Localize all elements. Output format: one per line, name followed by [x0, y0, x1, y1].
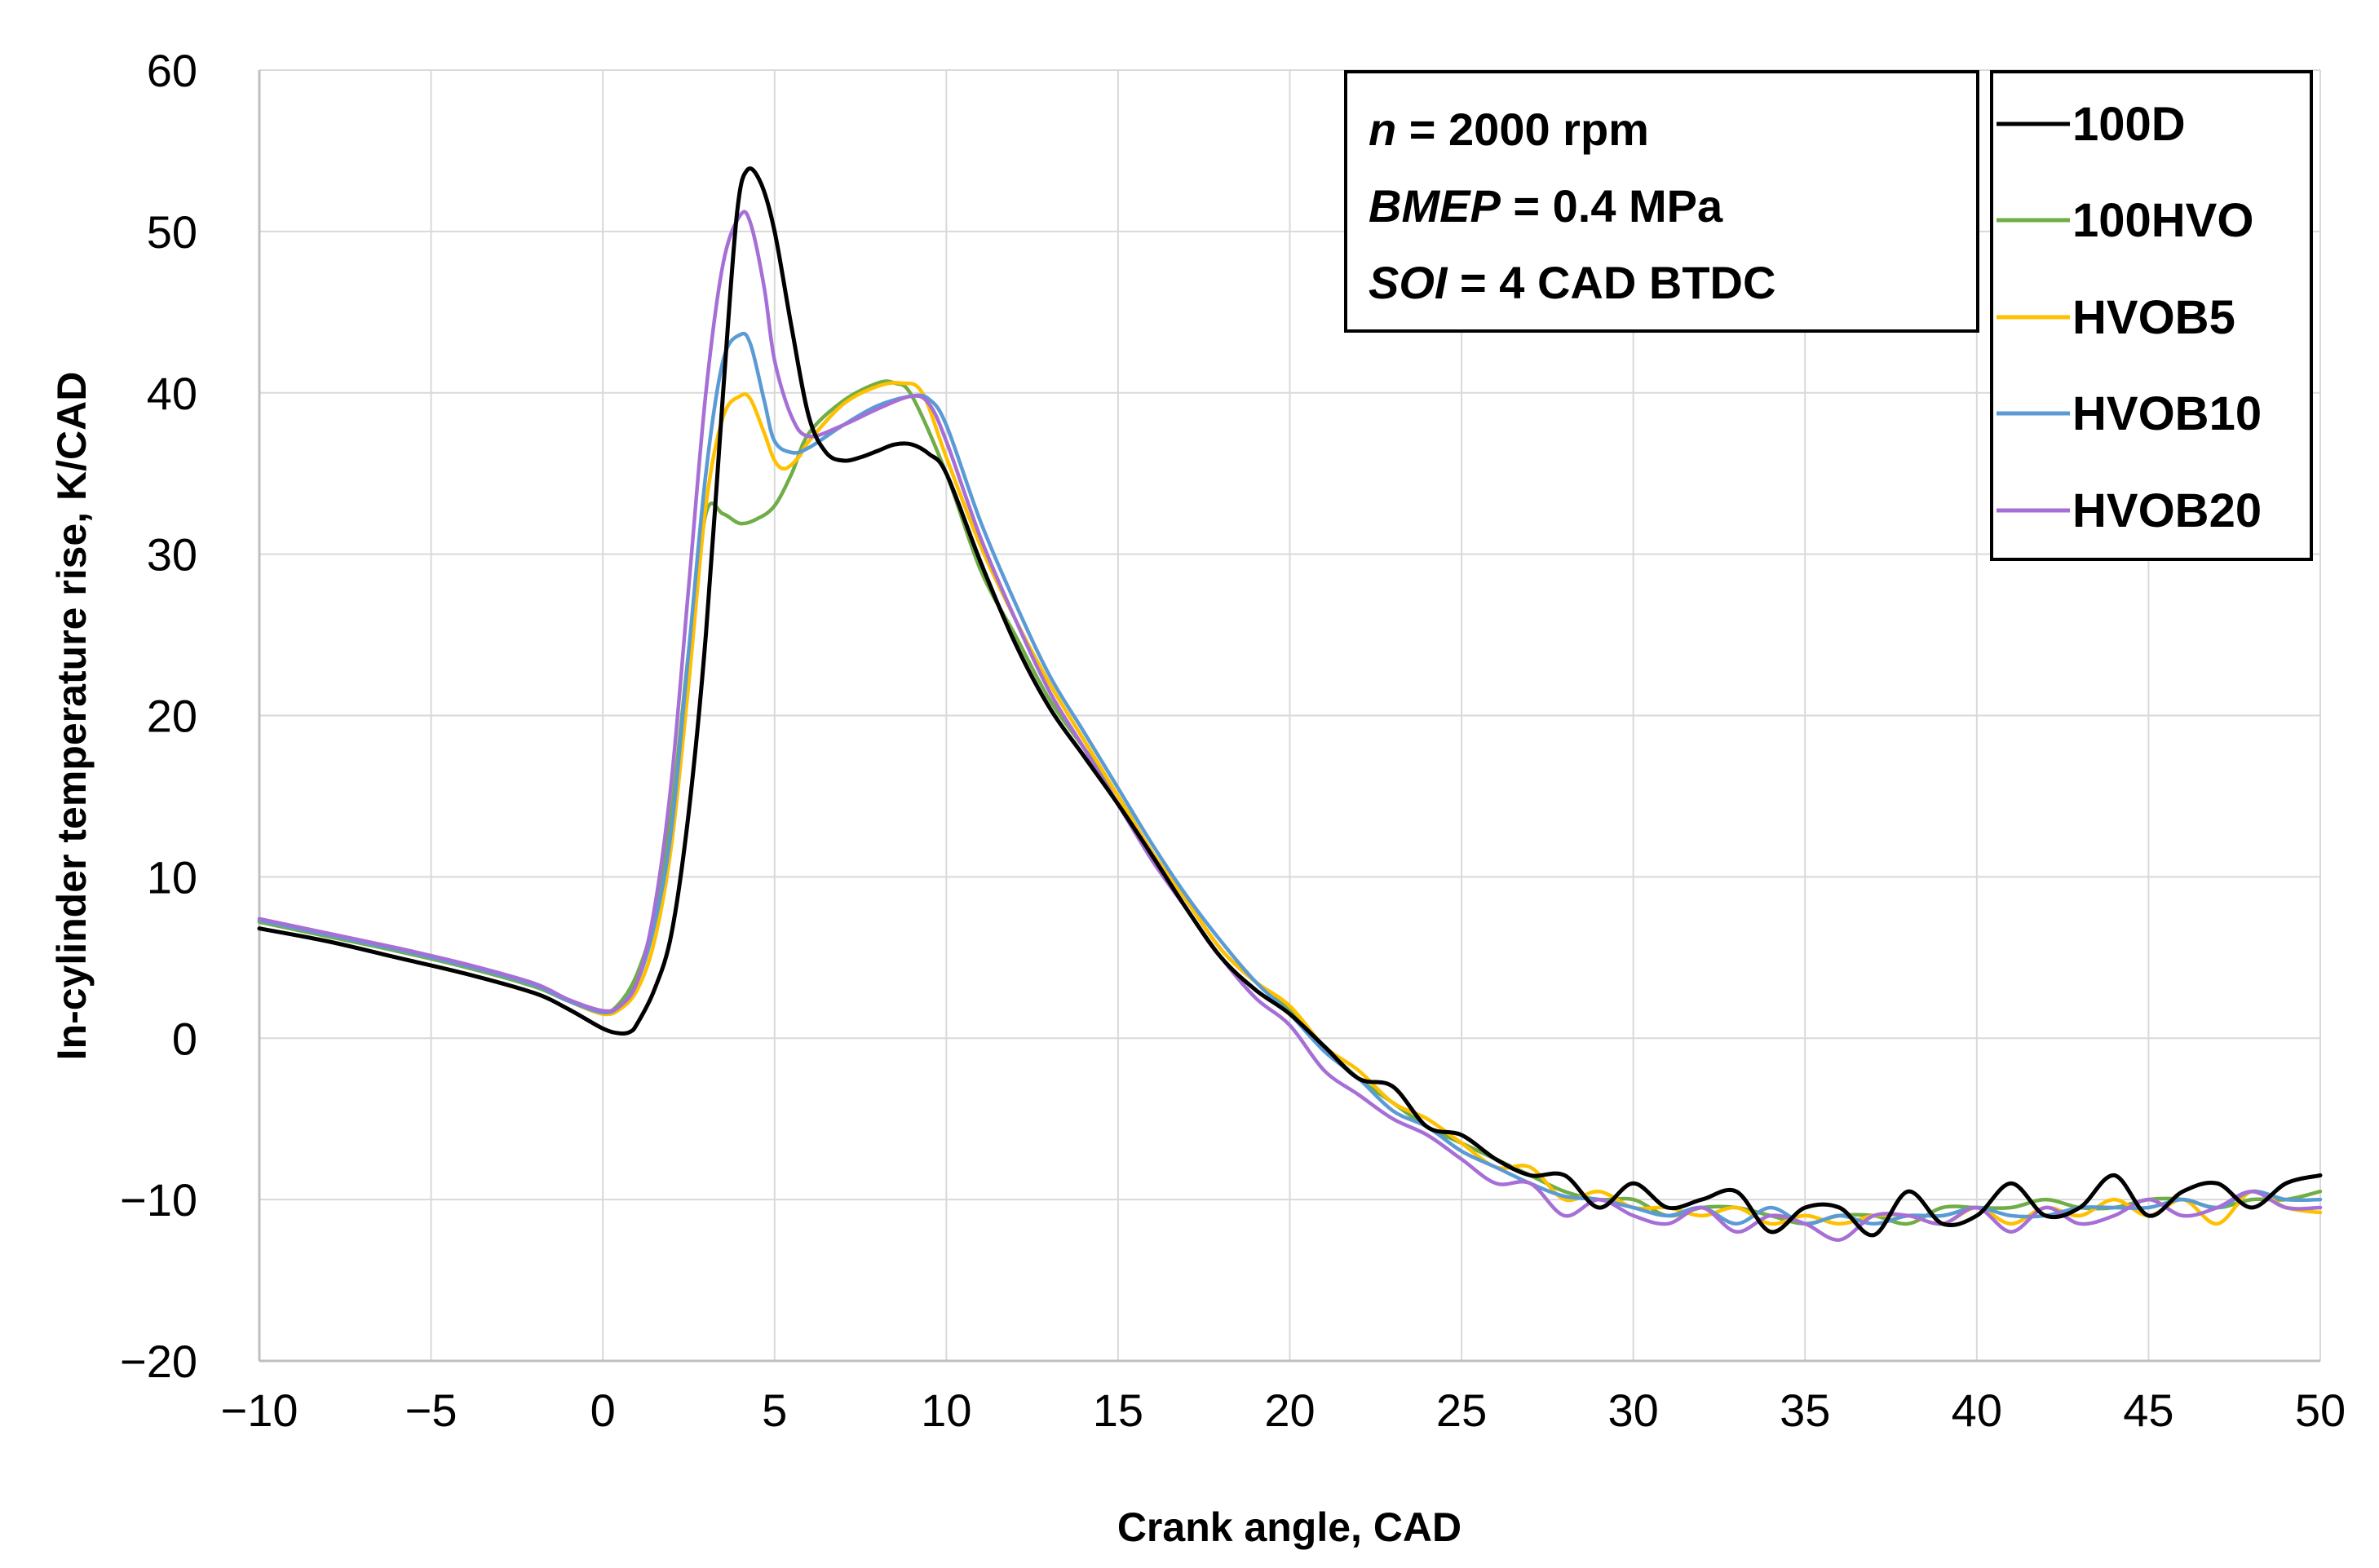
x-tick-label: 5 — [762, 1385, 787, 1436]
x-tick-label: 25 — [1436, 1385, 1487, 1436]
x-tick-label: 50 — [2295, 1385, 2346, 1436]
y-tick-label: 60 — [147, 45, 197, 96]
y-tick-label: 10 — [147, 851, 197, 903]
annotation-var-bmep: BMEP — [1369, 180, 1501, 232]
y-tick-labels: −20 −10 0 10 20 30 40 50 60 — [120, 45, 197, 1387]
x-tick-labels: −10 −5 0 5 10 15 20 25 30 35 40 45 50 — [221, 1385, 2346, 1436]
grid — [259, 69, 2321, 1361]
x-tick-label: 20 — [1264, 1385, 1315, 1436]
annotation-line-soi: SOI = 4 CAD BTDC — [1369, 257, 1775, 308]
legend-item-hvob20: HVOB20 — [1997, 484, 2262, 537]
x-tick-label: 45 — [2123, 1385, 2173, 1436]
y-tick-label: 30 — [147, 529, 197, 581]
annotation-frame — [1344, 70, 1979, 333]
legend: 100D 100HVO HVOB5 HVOB10 HVOB20 — [1990, 70, 2313, 561]
y-tick-label: 20 — [147, 691, 197, 742]
annotation-var-n: n — [1369, 104, 1396, 155]
series-line-100d — [257, 166, 2323, 1238]
legend-label-hvob20: HVOB20 — [2072, 484, 2262, 537]
x-tick-label: 0 — [590, 1385, 616, 1436]
x-tick-label: 40 — [1952, 1385, 2002, 1436]
x-tick-label: 15 — [1093, 1385, 1143, 1436]
axes — [258, 70, 2320, 1363]
x-tick-label: 30 — [1608, 1385, 1659, 1436]
legend-item-100hvo: 100HVO — [1997, 194, 2253, 247]
x-tick-label: −10 — [221, 1385, 298, 1436]
annotation-line-speed: n = 2000 rpm — [1369, 104, 1649, 155]
series-line-hvob10 — [257, 331, 2323, 1226]
legend-item-hvob5: HVOB5 — [1997, 291, 2235, 344]
legend-label-100hvo: 100HVO — [2072, 194, 2253, 247]
annotation-value-speed: = 2000 rpm — [1396, 104, 1649, 155]
x-tick-label: −5 — [405, 1385, 458, 1436]
y-tick-label: −20 — [120, 1336, 197, 1387]
y-tick-label: 50 — [147, 206, 197, 258]
x-axis-title: Crank angle, CAD — [1117, 1504, 1461, 1550]
y-tick-label: 0 — [172, 1013, 197, 1064]
legend-item-100d: 100D — [1997, 98, 2186, 151]
x-tick-label: 35 — [1780, 1385, 1830, 1436]
annotation-line-bmep: BMEP = 0.4 MPa — [1369, 180, 1723, 232]
legend-item-hvob10: HVOB10 — [1997, 387, 2262, 440]
annotation-value-soi: = 4 CAD BTDC — [1447, 257, 1775, 308]
annotation-var-soi: SOI — [1369, 257, 1448, 308]
legend-label-100d: 100D — [2072, 98, 2186, 151]
series-lines — [257, 166, 2323, 1242]
x-tick-label: 10 — [921, 1385, 971, 1436]
y-tick-label: 40 — [147, 368, 197, 419]
legend-label-hvob10: HVOB10 — [2072, 387, 2262, 440]
y-tick-label: −10 — [120, 1174, 197, 1226]
legend-label-hvob5: HVOB5 — [2072, 291, 2235, 344]
y-axis-title: In-cylinder temperature rise, K/CAD — [49, 372, 95, 1061]
annotation-box: n = 2000 rpm BMEP = 0.4 MPa SOI = 4 CAD … — [1344, 70, 1979, 333]
annotation-value-bmep: = 0.4 MPa — [1501, 180, 1723, 232]
